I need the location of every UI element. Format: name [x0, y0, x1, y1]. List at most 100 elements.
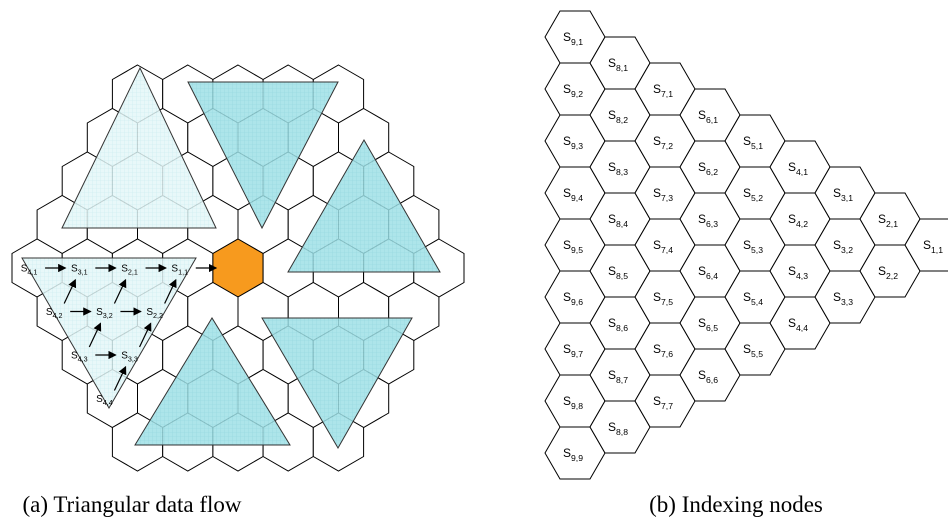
label-sub: 9,8 [571, 401, 583, 411]
flow-arrow [138, 322, 152, 348]
label-base: S [563, 30, 571, 44]
label-sub: 9,6 [571, 297, 583, 307]
flow-arrow [113, 365, 127, 391]
node-label: S8,5 [608, 264, 628, 281]
label-base: S [788, 160, 796, 174]
label-base: S [563, 238, 571, 252]
node-label: S6,2 [698, 160, 718, 177]
label-base: S [698, 264, 706, 278]
caption-b: (b) Indexing nodes [649, 492, 823, 517]
label-base: S [46, 307, 53, 318]
node-label: S8,6 [608, 316, 628, 333]
label-base: S [121, 264, 128, 275]
label-base: S [878, 264, 886, 278]
node-label: S8,7 [608, 368, 628, 385]
label-base: S [653, 290, 661, 304]
label-sub: 9,3 [571, 141, 583, 151]
node-label: S4,4 [96, 394, 113, 407]
label-sub: 8,5 [616, 271, 628, 281]
label-base: S [698, 160, 706, 174]
label-base: S [653, 82, 661, 96]
label-base: S [21, 264, 28, 275]
node-label: S9,3 [563, 134, 583, 151]
node-label: S4,3 [788, 264, 808, 281]
label-sub: 3,1 [841, 193, 853, 203]
label-sub: 1,1 [178, 268, 188, 277]
label-base: S [833, 290, 841, 304]
label-sub: 6,1 [706, 115, 718, 125]
label-sub: 6,2 [706, 167, 718, 177]
label-base: S [698, 368, 706, 382]
label-base: S [608, 108, 616, 122]
label-base: S [563, 186, 571, 200]
label-sub: 7,4 [661, 245, 673, 255]
label-base: S [653, 134, 661, 148]
label-sub: 9,4 [571, 193, 583, 203]
triangle-region [261, 317, 413, 450]
node-label: S7,7 [653, 394, 673, 411]
node-label: S9,9 [563, 446, 583, 463]
node-label: S9,6 [563, 290, 583, 307]
label-sub: 5,5 [751, 349, 763, 359]
node-label: S3,1 [71, 264, 88, 277]
label-base: S [743, 290, 751, 304]
label-sub: 8,8 [616, 427, 628, 437]
label-base: S [833, 238, 841, 252]
label-sub: 9,9 [571, 453, 583, 463]
label-base: S [71, 351, 78, 362]
node-label: S2,2 [878, 264, 898, 281]
triangle-region [61, 66, 217, 229]
label-base: S [833, 186, 841, 200]
node-label: S2,2 [146, 307, 163, 320]
label-base: S [788, 264, 796, 278]
node-label: S8,8 [608, 420, 628, 437]
label-sub: 9,1 [571, 37, 583, 47]
node-label: S6,5 [698, 316, 718, 333]
label-sub: 7,3 [661, 193, 673, 203]
node-label: S4,1 [21, 264, 38, 277]
label-sub: 3,3 [841, 297, 853, 307]
label-sub: 8,1 [616, 63, 628, 73]
node-label: S9,8 [563, 394, 583, 411]
label-base: S [563, 342, 571, 356]
label-base: S [608, 212, 616, 226]
label-base: S [653, 238, 661, 252]
label-sub: 5,1 [751, 141, 763, 151]
label-sub: 8,4 [616, 219, 628, 229]
label-sub: 3,2 [103, 311, 113, 320]
label-base: S [653, 394, 661, 408]
label-sub: 3,3 [128, 355, 138, 364]
flow-arrow [113, 278, 127, 304]
label-base: S [743, 186, 751, 200]
node-label: S6,3 [698, 212, 718, 229]
label-sub: 1,1 [931, 245, 943, 255]
label-sub: 5,2 [751, 193, 763, 203]
node-label: S3,3 [833, 290, 853, 307]
hex-node [904, 218, 948, 272]
label-base: S [698, 108, 706, 122]
label-base: S [698, 212, 706, 226]
label-sub: 9,5 [571, 245, 583, 255]
label-sub: 4,4 [103, 398, 113, 407]
node-label: S9,4 [563, 186, 583, 203]
node-label: S7,4 [653, 238, 673, 255]
label-sub: 2,2 [153, 311, 163, 320]
label-sub: 8,7 [616, 375, 628, 385]
label-base: S [121, 351, 128, 362]
label-sub: 2,2 [886, 271, 898, 281]
node-label: S2,1 [121, 264, 138, 277]
node-label: S6,6 [698, 368, 718, 385]
label-base: S [878, 212, 886, 226]
label-base: S [743, 342, 751, 356]
label-base: S [608, 420, 616, 434]
label-base: S [608, 56, 616, 70]
node-label: S8,2 [608, 108, 628, 125]
label-base: S [171, 264, 178, 275]
label-sub: 6,3 [706, 219, 718, 229]
label-sub: 4,2 [796, 219, 808, 229]
node-label: S8,1 [608, 56, 628, 73]
label-base: S [653, 186, 661, 200]
flow-arrow [88, 322, 102, 348]
label-sub: 4,3 [796, 271, 808, 281]
